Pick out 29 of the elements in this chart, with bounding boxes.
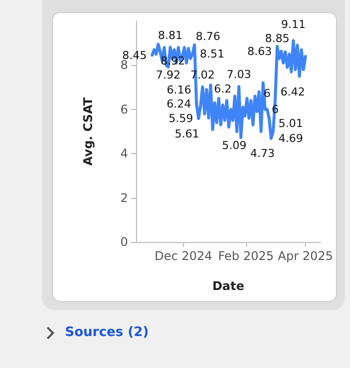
y-axis-title: Avg. CSAT bbox=[81, 96, 95, 166]
data-label: 4.69 bbox=[278, 132, 303, 145]
y-tick-label: 4 bbox=[120, 146, 128, 161]
data-label: 4.73 bbox=[250, 146, 275, 160]
data-label: 6.42 bbox=[280, 86, 306, 99]
data-label: 7.92 bbox=[156, 68, 181, 82]
data-label: 8.76 bbox=[196, 30, 220, 43]
data-label: 8.85 bbox=[264, 32, 290, 45]
data-label: 9.11 bbox=[281, 18, 306, 32]
data-label: 7.03 bbox=[226, 68, 252, 82]
data-label: 5.61 bbox=[174, 128, 200, 141]
x-tick-label: Apr 2025 bbox=[278, 249, 334, 263]
data-label: 8.51 bbox=[200, 47, 224, 60]
data-label: 8.81 bbox=[158, 28, 183, 42]
y-tick-label: 6 bbox=[120, 102, 128, 116]
x-tick-label: Dec 2024 bbox=[154, 249, 212, 263]
y-tick-label: 2 bbox=[120, 190, 128, 205]
data-label: 5.09 bbox=[222, 139, 247, 152]
data-label: 5.01 bbox=[278, 116, 304, 130]
data-label: 6.16 bbox=[166, 83, 192, 96]
x-axis-title: Date bbox=[212, 279, 244, 293]
data-label: 6.24 bbox=[166, 98, 192, 111]
data-label: 6.2 bbox=[214, 82, 232, 96]
x-tick-label: Feb 2025 bbox=[218, 249, 274, 263]
source-note: Sources (2) bbox=[65, 325, 149, 340]
data-label: 8.63 bbox=[247, 44, 272, 58]
data-label: 5.59 bbox=[168, 112, 194, 125]
y-tick-label: 0 bbox=[120, 235, 128, 249]
y-tick-label: 8 bbox=[120, 58, 128, 72]
